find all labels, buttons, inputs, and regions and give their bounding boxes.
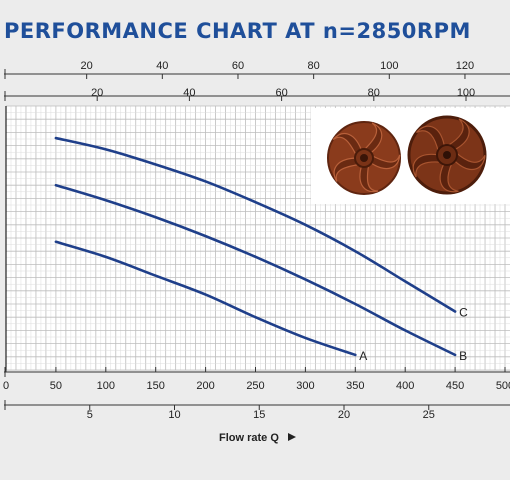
curve-b	[54, 183, 457, 357]
impeller-open-rim	[327, 121, 401, 195]
top-primary-tick-label: 80	[308, 60, 320, 72]
bottom-primary-tick-label: 100	[97, 380, 115, 392]
top-primary-tick-label: 120	[456, 60, 474, 72]
x-axis-title: Flow rate Q	[219, 432, 279, 444]
impeller-open-vane-image	[327, 121, 401, 195]
impeller-closed-vane	[416, 125, 445, 154]
impeller-closed-vane-image	[407, 115, 487, 195]
impeller-photo-inset	[311, 108, 510, 204]
bottom-primary-tick-label: 500	[496, 380, 510, 392]
top-primary-tick-label: 40	[156, 60, 168, 72]
bottom-primary-tick-label: 200	[196, 380, 214, 392]
bottom-primary-tick-label: 450	[446, 380, 464, 392]
curve-label-a: A	[359, 349, 367, 363]
chart-title: PERFORMANCE CHART AT n=2850RPM	[4, 19, 471, 43]
top-secondary-tick-label: 60	[275, 87, 287, 99]
impeller-open-vane	[333, 157, 361, 182]
bottom-primary-tick-label: 0	[3, 380, 9, 392]
curve-c	[54, 136, 457, 313]
impeller-closed-vane	[439, 161, 459, 193]
bottom-primary-tick-label: 250	[246, 380, 264, 392]
bottom-primary-tick-label: 400	[396, 380, 414, 392]
x-axis-arrow-icon	[288, 433, 296, 441]
chart-axes: 20 40 60 80 100 120 20 40 60 80 100 0 50 100 150 200 250…	[3, 60, 510, 444]
bottom-secondary-tick-label: 20	[338, 409, 350, 421]
impeller-closed-vane	[412, 153, 443, 178]
impeller-closed-bore	[443, 151, 451, 159]
top-secondary-tick-label: 100	[457, 87, 475, 99]
top-primary-tick-label: 100	[380, 60, 398, 72]
top-secondary-tick-label: 20	[91, 87, 103, 99]
curve-label-b: B	[459, 349, 467, 363]
bottom-secondary-tick-label: 15	[253, 409, 265, 421]
top-secondary-tick-label: 40	[183, 87, 195, 99]
impeller-open-vane	[332, 132, 362, 157]
bottom-primary-tick-label: 150	[147, 380, 165, 392]
impeller-open-bore	[360, 154, 368, 162]
chart-grid	[5, 105, 510, 371]
impeller-open-vane	[370, 154, 401, 170]
top-primary-tick-label: 60	[232, 60, 244, 72]
bottom-primary-tick-label: 300	[296, 380, 314, 392]
impeller-open-vane	[362, 122, 383, 153]
impeller-closed-vane	[454, 150, 486, 171]
curve-a	[54, 240, 357, 357]
bottom-secondary-tick-label: 10	[168, 409, 180, 421]
bottom-secondary-tick-label: 25	[423, 409, 435, 421]
label-group: A B C	[359, 306, 468, 363]
impeller-closed-shroud	[407, 115, 487, 195]
top-secondary-tick-label: 80	[368, 87, 380, 99]
bottom-secondary-tick-label: 5	[87, 409, 93, 421]
curve-group	[54, 136, 457, 357]
curve-label-c: C	[459, 306, 468, 320]
impeller-closed-vane	[445, 118, 470, 150]
bottom-primary-tick-label: 50	[50, 380, 62, 392]
bottom-primary-tick-label: 350	[346, 380, 364, 392]
top-primary-tick-label: 20	[81, 60, 93, 72]
impeller-open-vane	[359, 163, 379, 193]
